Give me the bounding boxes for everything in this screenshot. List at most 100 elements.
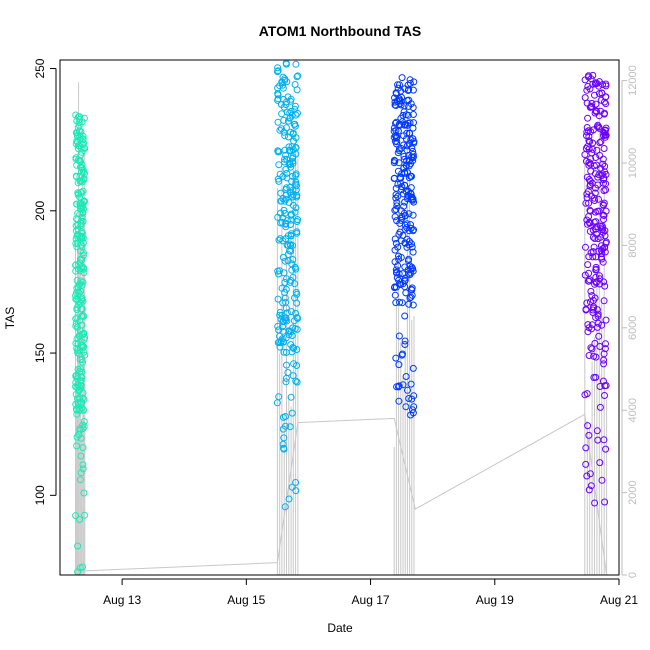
tas-point bbox=[403, 142, 411, 150]
tas-point bbox=[285, 495, 293, 503]
tas-point bbox=[404, 81, 412, 89]
tas-point bbox=[293, 314, 301, 322]
tas-point bbox=[395, 397, 403, 405]
tas-point bbox=[76, 157, 83, 165]
tas-point bbox=[282, 422, 289, 430]
y-right-tick-label: 6000 bbox=[627, 316, 639, 340]
tas-point bbox=[78, 341, 86, 349]
y-left-tick-label: 150 bbox=[33, 343, 47, 363]
y-axis-label: TAS bbox=[3, 307, 17, 329]
tas-point bbox=[276, 332, 283, 340]
tas-point bbox=[277, 125, 285, 133]
tas-point bbox=[406, 262, 414, 270]
tas-point bbox=[405, 255, 413, 263]
tas-point bbox=[583, 390, 591, 398]
tas-point bbox=[392, 239, 400, 247]
tas-point bbox=[409, 248, 417, 256]
tas-point bbox=[600, 129, 608, 137]
y-right-tick-label: 2000 bbox=[627, 480, 639, 504]
tas-point bbox=[287, 95, 295, 103]
tas-point bbox=[588, 149, 596, 157]
tas-point bbox=[589, 306, 597, 314]
tas-point bbox=[587, 482, 595, 490]
tas-point bbox=[74, 210, 82, 217]
tas-point bbox=[410, 392, 418, 400]
tas-point bbox=[285, 133, 292, 141]
tas-point bbox=[293, 325, 301, 333]
tas-point bbox=[395, 361, 403, 369]
tas-point bbox=[392, 194, 400, 202]
tas-point bbox=[602, 445, 610, 453]
tas-point bbox=[399, 350, 406, 358]
tas-point bbox=[407, 172, 415, 180]
tas-point bbox=[73, 129, 81, 137]
tas-point bbox=[391, 137, 399, 145]
tas-point bbox=[595, 207, 603, 215]
tas-point bbox=[75, 386, 83, 394]
tas-point bbox=[392, 102, 400, 109]
tas-point bbox=[599, 377, 607, 385]
tas-point bbox=[598, 172, 606, 179]
tas-point bbox=[282, 285, 290, 293]
tas-point bbox=[73, 243, 81, 251]
tas-point bbox=[409, 86, 417, 94]
tas-point bbox=[76, 135, 84, 143]
tas-point bbox=[292, 60, 300, 68]
tas-point bbox=[594, 310, 602, 318]
tas-point bbox=[274, 68, 281, 76]
tas-point bbox=[397, 179, 405, 187]
tas-point bbox=[597, 233, 605, 241]
tas-point bbox=[81, 511, 88, 519]
tas-point bbox=[588, 292, 596, 300]
tas-point bbox=[276, 311, 284, 319]
tas-point bbox=[601, 133, 609, 141]
tas-point bbox=[595, 78, 603, 86]
tas-point bbox=[601, 498, 609, 506]
tas-point bbox=[400, 132, 408, 140]
tas-point bbox=[392, 119, 399, 127]
tas-point bbox=[404, 386, 411, 394]
y-left-tick-label: 200 bbox=[33, 200, 47, 220]
tas-point bbox=[73, 276, 81, 284]
tas-point bbox=[74, 288, 82, 296]
tas-point bbox=[392, 132, 399, 140]
y-right-tick-label: 4000 bbox=[627, 398, 639, 422]
tas-point bbox=[291, 122, 299, 130]
altitude-trace-line bbox=[75, 413, 608, 576]
tas-point bbox=[402, 121, 410, 129]
tas-point bbox=[587, 103, 595, 111]
tas-point bbox=[287, 393, 295, 401]
tas-point bbox=[592, 154, 600, 161]
tas-point bbox=[593, 427, 601, 435]
tas-point bbox=[79, 209, 87, 217]
tas-point bbox=[584, 422, 592, 430]
tas-point bbox=[594, 121, 602, 129]
tas-point bbox=[276, 308, 284, 316]
tas-point bbox=[279, 195, 287, 202]
tas-point bbox=[600, 297, 608, 305]
tas-point bbox=[278, 110, 286, 118]
tas-point bbox=[393, 383, 401, 391]
tas-point bbox=[274, 322, 282, 330]
tas-point bbox=[277, 219, 285, 227]
tas-point bbox=[591, 339, 599, 347]
tas-point bbox=[74, 189, 82, 197]
tas-point bbox=[585, 486, 593, 494]
tas-point bbox=[288, 348, 296, 356]
tas-point bbox=[293, 362, 301, 369]
tas-point bbox=[403, 220, 411, 228]
tas-point bbox=[592, 253, 600, 261]
x-tick-label: Aug 17 bbox=[352, 593, 390, 607]
tas-point bbox=[392, 299, 400, 307]
tas-point bbox=[288, 409, 296, 417]
tas-point bbox=[281, 503, 289, 511]
tas-point bbox=[292, 150, 300, 158]
tas-point bbox=[400, 141, 407, 149]
tas-point bbox=[393, 217, 401, 225]
tas-point bbox=[597, 164, 605, 172]
tas-point bbox=[395, 252, 402, 260]
tas-point bbox=[403, 243, 411, 251]
tas-point bbox=[292, 479, 300, 486]
tas-point bbox=[408, 193, 416, 201]
tas-point bbox=[596, 280, 604, 288]
